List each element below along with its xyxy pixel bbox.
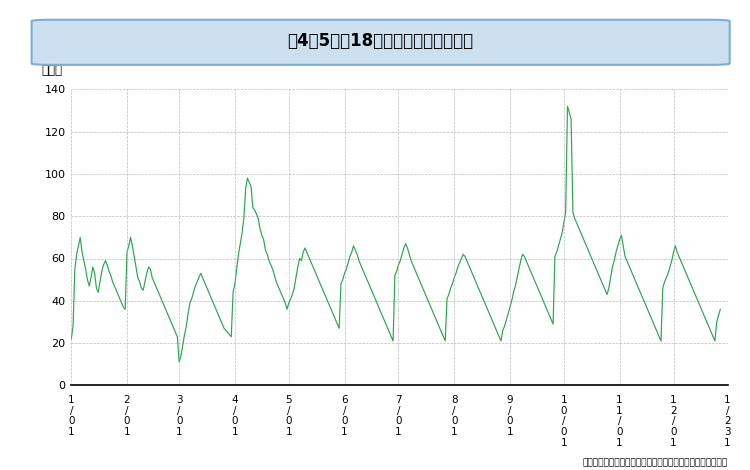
Text: 1
1
/
0
1: 1 1 / 0 1 bbox=[616, 395, 623, 448]
Text: 第4－5図　18歳以下の日別自殺者数: 第4－5図 18歳以下の日別自殺者数 bbox=[287, 32, 474, 50]
Text: 5
/
0
1: 5 / 0 1 bbox=[286, 395, 292, 437]
Text: 1
0
/
0
1: 1 0 / 0 1 bbox=[560, 395, 567, 448]
Text: 6
/
0
1: 6 / 0 1 bbox=[341, 395, 348, 437]
FancyBboxPatch shape bbox=[32, 20, 730, 65]
Text: 資料：厚生労働省「人口動態調査」の調査票情報の独自集計: 資料：厚生労働省「人口動態調査」の調査票情報の独自集計 bbox=[582, 459, 728, 468]
Text: 3
/
0
1: 3 / 0 1 bbox=[176, 395, 182, 437]
Text: 2
/
0
1: 2 / 0 1 bbox=[124, 395, 130, 437]
Text: 8
/
0
1: 8 / 0 1 bbox=[451, 395, 458, 437]
Text: 1
/
2
3
1: 1 / 2 3 1 bbox=[724, 395, 730, 448]
Text: 7
/
0
1: 7 / 0 1 bbox=[395, 395, 402, 437]
Text: 1
/
0
1: 1 / 0 1 bbox=[68, 395, 74, 437]
Text: 4
/
0
1: 4 / 0 1 bbox=[232, 395, 238, 437]
Text: 9
/
0
1: 9 / 0 1 bbox=[507, 395, 513, 437]
Text: 1
2
/
0
1: 1 2 / 0 1 bbox=[670, 395, 676, 448]
Text: （人）: （人） bbox=[42, 64, 63, 78]
